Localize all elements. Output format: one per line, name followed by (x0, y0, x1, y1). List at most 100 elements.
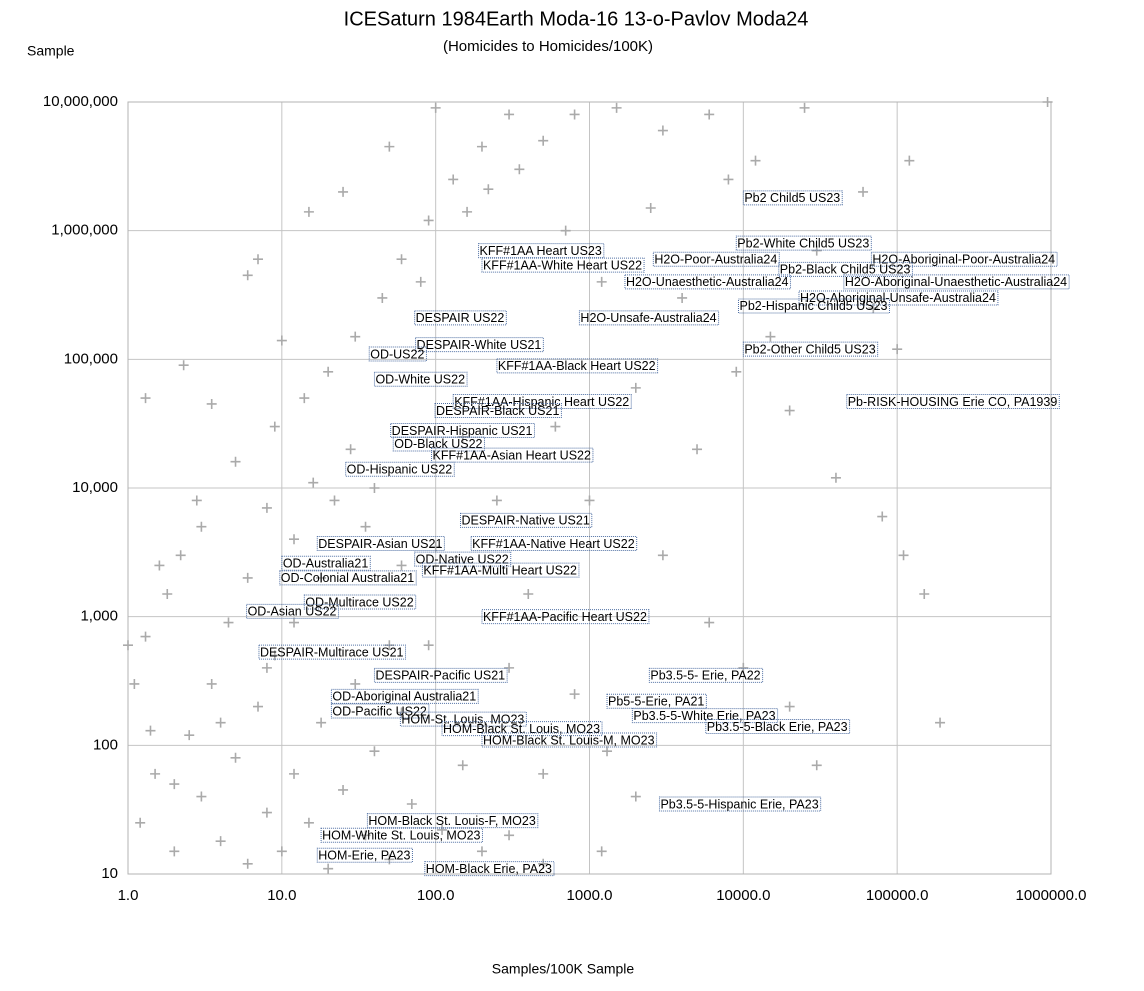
annotation-label: HOM-Black St. Louis-M, MO23 (483, 733, 655, 747)
scatter-point (242, 858, 253, 869)
annotation: H2O-Aboriginal-Poor-Australia24 (870, 251, 1058, 267)
annotation-box (652, 251, 780, 267)
annotation: Pb2-Other Child5 US23 (742, 341, 879, 357)
annotation: HOM-St. Louis, MO23 (399, 711, 527, 727)
scatter-point (135, 817, 146, 828)
scatter-point (162, 589, 173, 600)
annotation-box (606, 693, 707, 709)
scatter-point (338, 784, 349, 795)
scatter-point (504, 830, 515, 841)
annotation-box (658, 796, 822, 812)
annotation-box (459, 512, 593, 528)
scatter-point (169, 779, 180, 790)
x-axis-label: Samples/100K Sample (492, 961, 635, 977)
annotation: Pb3.5-5-Hispanic Erie, PA23 (658, 796, 822, 812)
annotation-box (392, 436, 485, 452)
annotation-box (735, 235, 872, 251)
annotation-box (470, 536, 638, 552)
scatter-point (630, 382, 641, 393)
scatter-point (323, 366, 334, 377)
scatter-point (645, 203, 656, 214)
scatter-point (602, 746, 613, 757)
scatter-point (253, 254, 264, 265)
scatter-point (560, 225, 571, 236)
scatter-point (276, 335, 287, 346)
annotation-box (705, 719, 851, 735)
annotation-label: KFF#1AA-Multi Heart US22 (423, 563, 577, 577)
annotation: HOM-Black St. Louis, MO23 (441, 721, 603, 737)
scatter-point (437, 824, 448, 835)
scatter-point (276, 846, 287, 857)
scatter-point (360, 521, 371, 532)
scatter-point (150, 768, 161, 779)
annotation: KFF#1AA-Black Heart US22 (496, 358, 659, 374)
annotation: H2O-Aboriginal-Unaesthetic-Australia24 (843, 274, 1070, 290)
scatter-point (630, 791, 641, 802)
annotation-box (742, 190, 843, 206)
annotation-label: Pb2-Other Child5 US23 (744, 342, 875, 356)
annotation-box (316, 847, 413, 863)
scatter-point (538, 135, 549, 146)
annotation-label: Pb3.5-5-Black Erie, PA23 (707, 720, 848, 734)
scatter-point (476, 846, 487, 857)
scatter-point (877, 511, 888, 522)
scatter-point (140, 393, 151, 404)
scatter-point (261, 662, 272, 673)
scatter-point (223, 617, 234, 628)
annotation-label: OD-Pacific US22 (332, 704, 427, 718)
chart-title: ICESaturn 1984Earth Moda-16 13-o-Pavlov … (344, 8, 809, 30)
x-tick-label: 10000.0 (716, 887, 770, 904)
scatter-point (215, 717, 226, 728)
annotation-box (246, 603, 340, 619)
annotation-box (431, 447, 594, 463)
annotation-box (316, 536, 445, 552)
scatter-point (569, 109, 580, 120)
scatter-point (261, 807, 272, 818)
scatter-point (338, 186, 349, 197)
annotation-label: OD-Australia21 (283, 557, 368, 571)
annotation: DESPAIR-Black US21 (434, 403, 562, 419)
scatter-point (657, 550, 668, 561)
annotation-label: HOM-Black St. Louis, MO23 (443, 722, 600, 736)
scatter-point (184, 730, 195, 741)
x-tick-label: 1000000.0 (1016, 887, 1087, 904)
scatter-point (892, 344, 903, 355)
annotation: KFF#1AA-Multi Heart US22 (421, 562, 580, 578)
annotation: OD-US22 (368, 346, 427, 362)
annotation: H2O-Unaesthetic-Australia24 (624, 274, 792, 290)
annotation-box (303, 594, 417, 610)
annotation: DESPAIR-White US21 (415, 337, 544, 353)
scatter-point (350, 331, 361, 342)
scatter-point (491, 495, 502, 506)
annotation: OD-Multirace US22 (303, 594, 417, 610)
scatter-point (154, 560, 165, 571)
annotation: DESPAIR-Hispanic US21 (390, 422, 535, 438)
y-tick-label: 1,000,000 (51, 222, 118, 239)
annotation: Pb2-Hispanic Child5 US23 (737, 298, 890, 314)
scatter-point (704, 617, 715, 628)
y-tick-label: 100,000 (64, 350, 118, 367)
scatter-point (538, 768, 549, 779)
scatter-point (898, 550, 909, 561)
scatter-point (858, 186, 869, 197)
annotation-label: HOM-White St. Louis, MO23 (322, 829, 480, 843)
annotation: OD-Australia21 (281, 555, 371, 571)
scatter-point (289, 617, 300, 628)
scatter-point (369, 746, 380, 757)
annotation-label: DESPAIR-Native US21 (461, 514, 589, 528)
annotation-label: DESPAIR-Black US21 (436, 404, 559, 418)
annotation-label: Pb-RISK-HOUSING Erie CO, PA1939 (848, 395, 1058, 409)
annotation-box (421, 562, 580, 578)
scatter-point (1042, 97, 1053, 107)
scatter-point (299, 393, 310, 404)
annotation-label: DESPAIR-White US21 (417, 338, 542, 352)
scatter-point (230, 456, 241, 467)
scatter-point (569, 689, 580, 700)
scatter-point (269, 650, 280, 661)
scatter-point (677, 292, 688, 303)
annotation: KFF#1AA Heart US23 (478, 243, 605, 259)
annotation: OD-Colonial Australia21 (279, 570, 417, 586)
annotation-label: HOM-Black St. Louis-F, MO23 (368, 814, 535, 828)
annotation-box (846, 394, 1060, 410)
scatter-point (175, 550, 186, 561)
